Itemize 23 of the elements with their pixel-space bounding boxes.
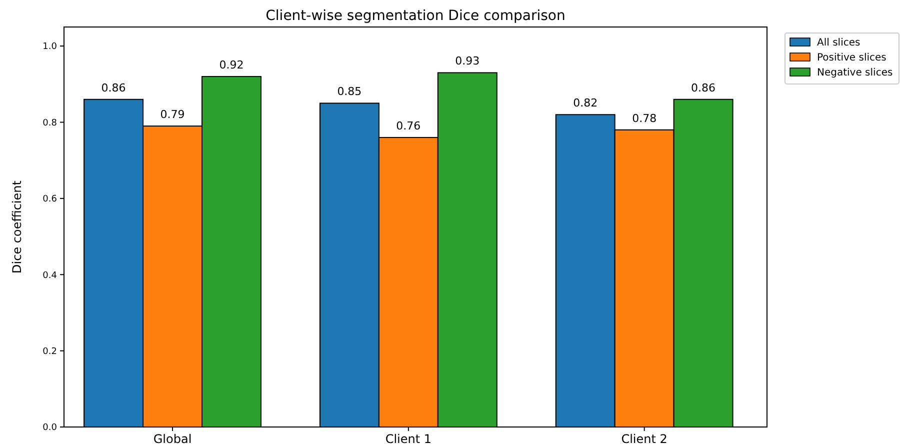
chart-title: Client-wise segmentation Dice comparison bbox=[266, 8, 566, 24]
legend-label: All slices bbox=[817, 38, 860, 48]
data-label: 0.85 bbox=[337, 85, 362, 98]
y-tick-label: 0.8 bbox=[42, 118, 58, 128]
x-tick-label: Global bbox=[153, 432, 192, 446]
data-label: 0.76 bbox=[396, 119, 421, 132]
data-label: 0.78 bbox=[632, 112, 657, 125]
data-label: 0.79 bbox=[160, 108, 185, 122]
data-label: 0.92 bbox=[219, 58, 244, 72]
y-axis-title: Dice coefficient bbox=[10, 180, 24, 274]
data-label: 0.93 bbox=[455, 54, 480, 68]
data-label: 0.86 bbox=[691, 81, 716, 94]
y-tick-label: 0.2 bbox=[42, 346, 57, 357]
y-tick-label: 0.4 bbox=[42, 270, 58, 281]
legend-label: Negative slices bbox=[817, 68, 893, 78]
y-tick-label: 0.0 bbox=[42, 423, 58, 434]
y-tick-label: 1.0 bbox=[42, 42, 58, 52]
x-tick-label: Client 1 bbox=[385, 432, 432, 446]
data-label: 0.82 bbox=[573, 96, 598, 110]
data-label: 0.86 bbox=[101, 81, 126, 94]
legend-label: Positive slices bbox=[817, 52, 886, 64]
x-tick-label: Client 2 bbox=[621, 432, 668, 446]
y-tick-label: 0.6 bbox=[42, 194, 58, 205]
